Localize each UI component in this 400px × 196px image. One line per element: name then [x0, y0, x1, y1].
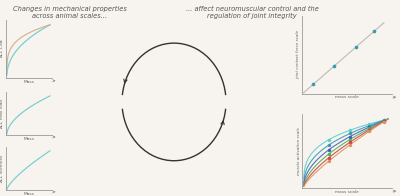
Point	[380, 119, 387, 122]
Point	[326, 148, 332, 151]
Y-axis label: joint contact force scale: joint contact force scale	[297, 30, 301, 79]
Point	[326, 143, 332, 147]
Point	[310, 83, 316, 86]
Point	[380, 119, 387, 122]
Point	[366, 128, 372, 132]
X-axis label: Mass: Mass	[24, 137, 34, 141]
Y-axis label: ACL max load: ACL max load	[1, 99, 5, 129]
Point	[380, 119, 387, 122]
Text: Changes in mechanical properties
across animal scales...: Changes in mechanical properties across …	[13, 6, 127, 19]
Point	[366, 130, 372, 133]
Point	[347, 135, 353, 138]
Point	[347, 143, 353, 146]
Point	[326, 152, 332, 155]
Point	[326, 138, 332, 141]
Point	[353, 46, 359, 49]
Point	[366, 125, 372, 129]
Point	[380, 120, 387, 123]
Point	[366, 124, 372, 127]
X-axis label: Mass: Mass	[24, 191, 34, 195]
X-axis label: mass scale: mass scale	[335, 190, 359, 193]
Point	[380, 120, 387, 123]
X-axis label: mass scale: mass scale	[335, 95, 359, 99]
Point	[380, 120, 387, 123]
Y-axis label: ACL CSA: ACL CSA	[1, 40, 5, 58]
X-axis label: Mass: Mass	[24, 80, 34, 84]
Point	[347, 138, 353, 141]
Point	[371, 30, 378, 33]
Point	[347, 141, 353, 144]
Point	[326, 159, 332, 162]
Point	[347, 132, 353, 135]
Point	[366, 122, 372, 125]
Point	[347, 129, 353, 132]
Point	[331, 64, 337, 68]
Y-axis label: muscle activation scale: muscle activation scale	[297, 127, 301, 175]
Text: ... affect neuromuscular control and the
regulation of joint integrity: ... affect neuromuscular control and the…	[186, 6, 318, 19]
Y-axis label: ACL stiffness: ACL stiffness	[1, 154, 5, 183]
Point	[366, 127, 372, 130]
Point	[326, 156, 332, 159]
